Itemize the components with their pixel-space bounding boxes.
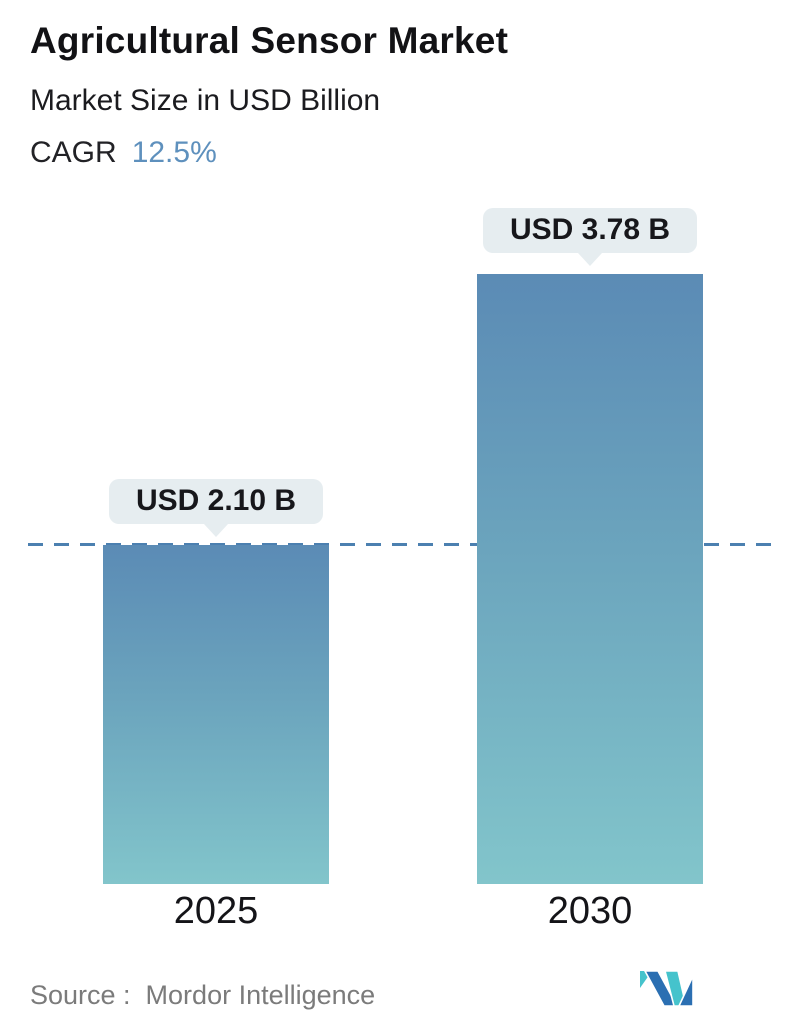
bubble-pointer-icon	[203, 524, 228, 537]
value-label-2030: USD 3.78 B	[509, 213, 671, 246]
bar-2030	[477, 274, 703, 884]
value-label-2025: USD 2.10 B	[135, 484, 297, 517]
x-axis-label-2030: 2030	[547, 890, 633, 932]
mordor-intelligence-logo	[640, 970, 693, 1006]
bubble-pointer-icon	[577, 253, 602, 266]
chart-subtitle: Market Size in USD Billion	[30, 84, 381, 117]
source-attribution: Source : Mordor Intelligence	[30, 980, 376, 1010]
bar-group-2030: USD 3.78 B	[477, 208, 703, 884]
cagr-row: CAGR 12.5%	[30, 136, 217, 170]
value-label-bubble-2030: USD 3.78 B	[482, 208, 698, 266]
cagr-label: CAGR	[30, 136, 117, 169]
bar-group-2025: USD 2.10 B	[103, 479, 329, 884]
page-title: Agricultural Sensor Market	[30, 20, 509, 61]
bar-2025	[103, 545, 329, 884]
cagr-value: 12.5%	[131, 136, 217, 169]
baseline-dashed-line	[28, 543, 782, 546]
x-axis-label-2025: 2025	[173, 890, 259, 932]
value-label-bubble-2025: USD 2.10 B	[108, 479, 324, 537]
